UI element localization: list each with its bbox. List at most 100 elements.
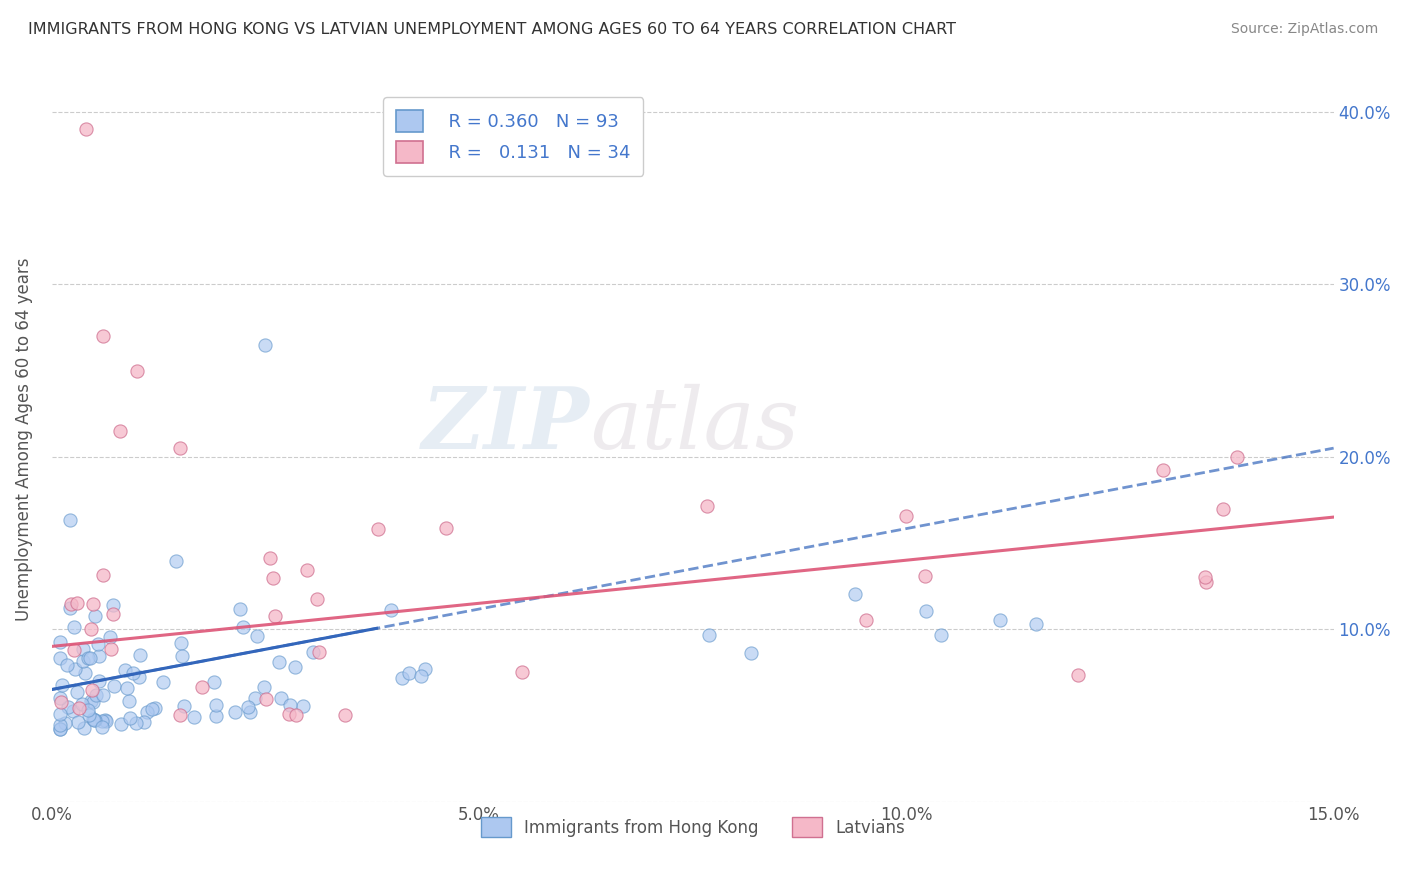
- Point: [284, 660, 307, 674]
- Point: [697, 627, 720, 641]
- Point: [165, 554, 187, 568]
- Point: [398, 666, 420, 681]
- Point: [1194, 570, 1216, 584]
- Point: [66, 596, 89, 610]
- Point: [63, 662, 86, 676]
- Point: [72, 721, 94, 735]
- Point: [118, 694, 141, 708]
- Point: [66, 714, 89, 729]
- Point: [254, 337, 277, 351]
- Text: Source: ZipAtlas.com: Source: ZipAtlas.com: [1230, 22, 1378, 37]
- Point: [169, 441, 191, 455]
- Point: [170, 648, 193, 663]
- Point: [100, 642, 122, 657]
- Point: [56, 700, 79, 714]
- Point: [135, 705, 157, 719]
- Point: [108, 424, 131, 438]
- Point: [335, 708, 357, 723]
- Point: [239, 705, 262, 719]
- Point: [84, 608, 107, 623]
- Point: [98, 630, 121, 644]
- Legend: Immigrants from Hong Kong, Latvians: Immigrants from Hong Kong, Latvians: [474, 810, 911, 844]
- Point: [72, 654, 94, 668]
- Point: [740, 647, 762, 661]
- Point: [62, 705, 84, 719]
- Point: [1152, 462, 1174, 476]
- Point: [367, 523, 389, 537]
- Point: [205, 708, 228, 723]
- Point: [278, 706, 301, 721]
- Point: [49, 707, 72, 722]
- Point: [413, 661, 436, 675]
- Point: [307, 591, 329, 606]
- Point: [1212, 502, 1234, 516]
- Point: [173, 698, 195, 713]
- Point: [141, 702, 163, 716]
- Point: [103, 679, 125, 693]
- Point: [91, 714, 114, 729]
- Point: [67, 701, 90, 715]
- Point: [929, 628, 952, 642]
- Point: [434, 521, 457, 535]
- Point: [51, 678, 73, 692]
- Point: [84, 689, 107, 703]
- Point: [246, 629, 269, 643]
- Point: [128, 648, 150, 662]
- Point: [125, 716, 148, 731]
- Point: [380, 602, 402, 616]
- Text: ZIP: ZIP: [422, 384, 591, 467]
- Point: [93, 714, 115, 728]
- Point: [49, 650, 72, 665]
- Point: [94, 714, 117, 729]
- Point: [224, 705, 246, 719]
- Point: [134, 714, 156, 729]
- Point: [267, 655, 290, 669]
- Point: [82, 712, 104, 726]
- Point: [49, 635, 72, 649]
- Point: [391, 671, 413, 685]
- Point: [292, 699, 315, 714]
- Point: [264, 608, 287, 623]
- Point: [82, 597, 104, 611]
- Point: [63, 620, 86, 634]
- Point: [120, 711, 142, 725]
- Point: [1067, 667, 1090, 681]
- Point: [308, 645, 330, 659]
- Point: [254, 691, 277, 706]
- Point: [183, 710, 205, 724]
- Point: [914, 604, 936, 618]
- Point: [51, 695, 73, 709]
- Point: [56, 658, 79, 673]
- Point: [82, 695, 104, 709]
- Point: [896, 509, 918, 524]
- Point: [60, 597, 83, 611]
- Point: [270, 690, 292, 705]
- Point: [77, 702, 100, 716]
- Point: [49, 722, 72, 736]
- Point: [1195, 574, 1218, 589]
- Point: [110, 716, 132, 731]
- Point: [170, 636, 193, 650]
- Point: [79, 650, 101, 665]
- Point: [80, 694, 103, 708]
- Point: [236, 700, 259, 714]
- Point: [66, 684, 89, 698]
- Point: [72, 642, 94, 657]
- Point: [143, 701, 166, 715]
- Point: [91, 689, 114, 703]
- Point: [152, 674, 174, 689]
- Point: [83, 713, 105, 727]
- Point: [70, 698, 93, 712]
- Point: [59, 601, 82, 615]
- Point: [49, 718, 72, 732]
- Point: [128, 670, 150, 684]
- Point: [284, 708, 307, 723]
- Point: [127, 363, 149, 377]
- Point: [101, 607, 124, 621]
- Text: IMMIGRANTS FROM HONG KONG VS LATVIAN UNEMPLOYMENT AMONG AGES 60 TO 64 YEARS CORR: IMMIGRANTS FROM HONG KONG VS LATVIAN UNE…: [28, 22, 956, 37]
- Point: [91, 568, 114, 582]
- Point: [229, 602, 252, 616]
- Point: [202, 674, 225, 689]
- Point: [510, 665, 533, 680]
- Point: [89, 674, 111, 689]
